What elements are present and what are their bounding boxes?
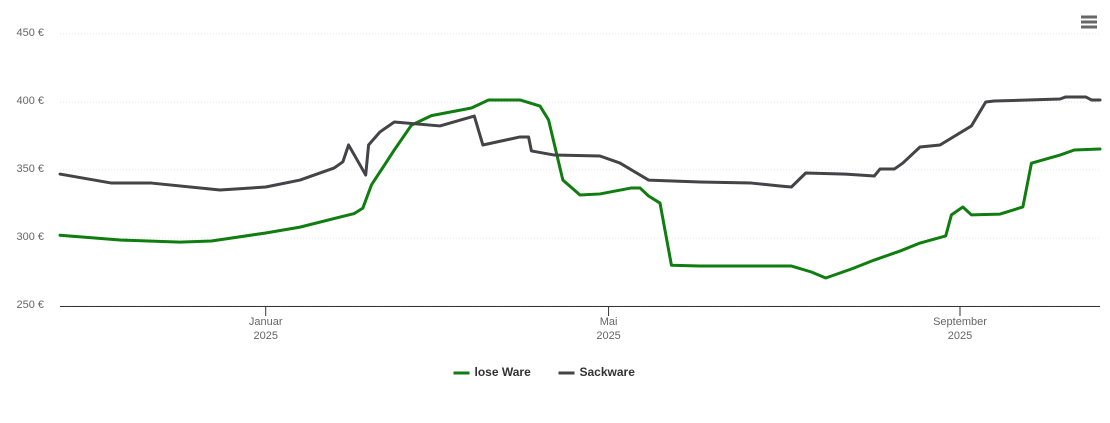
x-tick-label: 2025 xyxy=(596,330,620,342)
x-tick-label: September xyxy=(933,316,987,328)
series-line xyxy=(58,95,1102,192)
y-tick-label: 250 € xyxy=(16,299,44,311)
y-tick-label: 450 € xyxy=(16,27,44,39)
y-tick-label: 350 € xyxy=(16,163,44,175)
y-tick-label: 300 € xyxy=(16,231,44,243)
series-line xyxy=(58,98,1102,280)
menu-icon[interactable] xyxy=(1081,15,1097,29)
x-tick-label: 2025 xyxy=(253,330,277,342)
x-tick-label: 2025 xyxy=(948,330,972,342)
legend-label: lose Ware xyxy=(475,365,532,379)
x-tick-label: Mai xyxy=(600,316,618,328)
y-tick-label: 400 € xyxy=(16,95,44,107)
x-tick-label: Januar xyxy=(249,316,283,328)
legend-label: Sackware xyxy=(580,365,636,379)
legend: lose Ware Sackware xyxy=(453,365,636,379)
